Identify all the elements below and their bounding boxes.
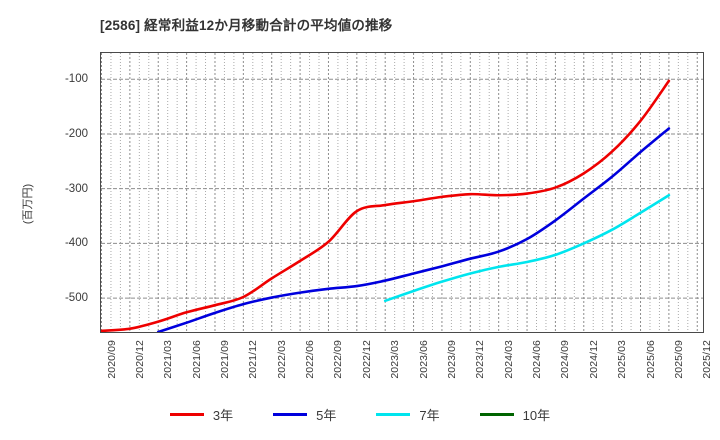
legend-color-swatch <box>273 413 308 416</box>
y-tick-label: -500 <box>64 292 88 305</box>
x-tick-label: 2023/03 <box>389 340 402 379</box>
legend-label: 7年 <box>419 408 440 423</box>
x-tick-label: 2024/03 <box>502 340 515 379</box>
x-tick-label: 2021/06 <box>190 340 203 379</box>
grid-minor-vertical <box>110 53 689 332</box>
legend-label: 10年 <box>522 408 551 423</box>
x-tick-label: 2022/12 <box>360 340 373 379</box>
x-tick-label: 2021/09 <box>218 340 231 379</box>
x-tick-label: 2024/12 <box>587 340 600 379</box>
y-tick-label: -300 <box>64 182 88 195</box>
series-line-5年 <box>156 127 671 332</box>
x-tick-label: 2022/09 <box>332 340 345 379</box>
x-tick-label: 2025/12 <box>701 340 714 379</box>
x-tick-label: 2024/09 <box>559 340 572 379</box>
grid-major-horizontal <box>101 78 703 299</box>
x-tick-label: 2025/09 <box>672 340 685 379</box>
x-tick-label: 2021/12 <box>247 340 260 379</box>
legend-item-10年[interactable]: 10年 <box>479 405 551 424</box>
y-axis-tick-labels: -100 -200 -300 -400 -500 <box>0 0 96 440</box>
plot-svg <box>101 53 703 332</box>
x-tick-label: 2022/06 <box>304 340 317 379</box>
chart-legend: 3年 5年 7年 10年 <box>0 405 720 424</box>
x-tick-label: 2025/03 <box>616 340 629 379</box>
legend-label: 3年 <box>212 408 234 423</box>
legend-item-7年[interactable]: 7年 <box>376 405 440 424</box>
y-tick-label: -200 <box>64 127 88 140</box>
legend-item-5年[interactable]: 5年 <box>273 405 336 424</box>
plot-area <box>100 52 704 333</box>
grid-major-vertical <box>101 53 698 332</box>
x-tick-label: 2023/12 <box>474 340 487 379</box>
legend-color-swatch <box>376 413 411 416</box>
x-tick-label: 2020/09 <box>105 340 118 379</box>
x-tick-label: 2025/06 <box>644 340 657 379</box>
x-tick-label: 2022/03 <box>275 340 288 379</box>
chart-title: [2586] 経常利益12か月移動合計の平均値の推移 <box>100 18 393 33</box>
legend-color-swatch <box>479 413 514 416</box>
y-tick-label: -100 <box>64 73 88 86</box>
legend-item-3年[interactable]: 3年 <box>169 405 234 424</box>
x-tick-label: 2021/03 <box>162 340 175 379</box>
legend-color-swatch <box>169 413 204 416</box>
legend-label: 5年 <box>316 408 337 423</box>
series-line-3年 <box>101 79 671 332</box>
x-tick-label: 2023/06 <box>417 340 430 379</box>
series-line-7年 <box>383 193 671 303</box>
x-tick-label: 2020/12 <box>133 340 146 379</box>
y-tick-label: -400 <box>64 237 88 250</box>
x-tick-label: 2024/06 <box>531 340 544 379</box>
x-tick-label: 2023/09 <box>445 340 458 379</box>
